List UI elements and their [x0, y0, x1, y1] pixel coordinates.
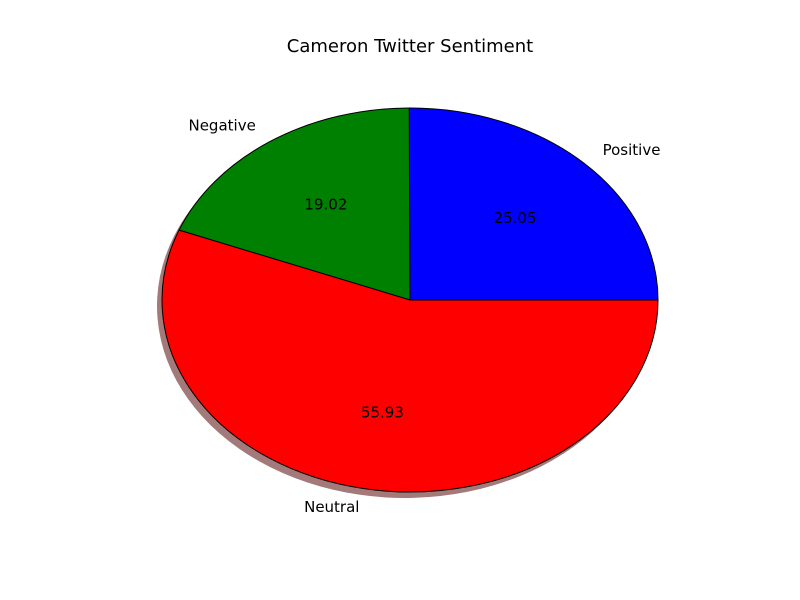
pie-labels: Positive 25.05 Negative 19.02 Neutral 55.93 — [188, 116, 660, 516]
slice-label-positive: Positive — [603, 141, 661, 159]
slice-label-neutral: Neutral — [304, 498, 359, 516]
slice-value-negative: 19.02 — [304, 195, 347, 213]
slice-negative — [178, 107, 411, 301]
slice-positive — [408, 107, 659, 301]
pie-slices — [161, 107, 659, 493]
slice-value-positive: 25.05 — [494, 209, 537, 227]
slice-neutral — [161, 229, 659, 493]
slice-label-negative: Negative — [188, 116, 255, 134]
slice-value-neutral: 55.93 — [361, 404, 404, 422]
chart-title: Cameron Twitter Sentiment — [287, 36, 533, 57]
